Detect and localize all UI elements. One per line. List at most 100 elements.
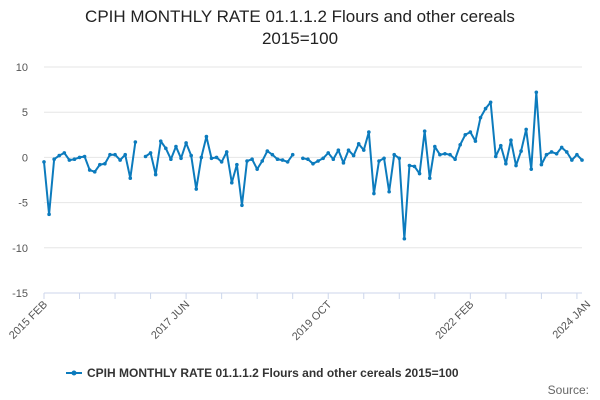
data-point[interactable]	[113, 152, 117, 157]
data-point[interactable]	[209, 156, 214, 161]
data-point[interactable]	[387, 189, 391, 194]
data-point[interactable]	[559, 145, 564, 150]
data-point[interactable]	[164, 146, 168, 151]
data-point[interactable]	[529, 167, 534, 171]
data-point[interactable]	[564, 150, 569, 154]
data-point[interactable]	[458, 142, 462, 147]
data-point[interactable]	[438, 152, 442, 157]
data-point[interactable]	[301, 156, 305, 161]
data-point[interactable]	[534, 90, 539, 95]
data-point[interactable]	[549, 150, 554, 154]
data-point[interactable]	[270, 152, 275, 157]
data-point[interactable]	[280, 158, 285, 162]
data-point[interactable]	[47, 212, 51, 217]
data-point[interactable]	[148, 151, 153, 155]
data-point[interactable]	[498, 143, 503, 148]
data-point[interactable]	[143, 154, 148, 159]
data-point[interactable]	[402, 236, 407, 241]
data-point[interactable]	[524, 127, 528, 132]
data-point[interactable]	[62, 151, 67, 155]
data-point[interactable]	[463, 133, 468, 137]
data-point[interactable]	[194, 187, 199, 191]
data-point[interactable]	[169, 157, 173, 162]
data-point[interactable]	[235, 162, 239, 167]
data-point[interactable]	[316, 159, 320, 163]
data-point[interactable]	[179, 156, 183, 161]
data-point[interactable]	[123, 152, 128, 157]
data-point[interactable]	[427, 176, 432, 180]
data-point[interactable]	[443, 151, 447, 156]
data-point[interactable]	[377, 159, 381, 163]
data-point[interactable]	[392, 152, 397, 157]
data-point[interactable]	[412, 164, 417, 169]
data-point[interactable]	[103, 161, 107, 166]
data-point[interactable]	[397, 156, 402, 161]
data-point[interactable]	[158, 139, 163, 143]
data-point[interactable]	[321, 156, 325, 161]
data-point[interactable]	[336, 148, 341, 152]
data-point[interactable]	[448, 152, 452, 157]
data-point[interactable]	[204, 134, 209, 139]
data-point[interactable]	[174, 144, 178, 149]
data-point[interactable]	[519, 149, 523, 153]
data-point[interactable]	[245, 159, 249, 163]
data-point[interactable]	[570, 158, 574, 162]
data-point[interactable]	[260, 159, 265, 163]
data-point[interactable]	[52, 157, 56, 162]
data-point[interactable]	[488, 100, 493, 105]
data-point[interactable]	[422, 129, 427, 133]
data-point[interactable]	[478, 115, 483, 120]
data-point[interactable]	[87, 168, 92, 172]
data-point[interactable]	[453, 157, 457, 162]
data-point[interactable]	[275, 157, 280, 162]
data-point[interactable]	[224, 150, 229, 154]
data-point[interactable]	[184, 141, 188, 145]
data-point[interactable]	[356, 142, 361, 146]
data-point[interactable]	[407, 163, 412, 168]
data-point[interactable]	[367, 130, 371, 134]
data-point[interactable]	[255, 167, 259, 171]
data-point[interactable]	[326, 151, 331, 155]
data-point[interactable]	[118, 158, 122, 162]
data-point[interactable]	[199, 155, 204, 160]
data-point[interactable]	[77, 155, 82, 160]
data-point[interactable]	[514, 163, 518, 168]
data-point[interactable]	[539, 162, 544, 167]
data-point[interactable]	[57, 153, 62, 158]
data-point[interactable]	[433, 144, 437, 149]
data-point[interactable]	[67, 158, 72, 162]
data-point[interactable]	[92, 170, 97, 174]
data-point[interactable]	[214, 155, 219, 160]
data-point[interactable]	[306, 157, 310, 162]
data-point[interactable]	[285, 160, 290, 164]
data-point[interactable]	[382, 156, 386, 161]
data-point[interactable]	[189, 153, 193, 158]
data-point[interactable]	[240, 203, 244, 208]
data-point[interactable]	[346, 148, 351, 152]
data-point[interactable]	[468, 130, 473, 134]
data-point[interactable]	[219, 160, 224, 164]
data-point[interactable]	[341, 161, 346, 165]
data-point[interactable]	[493, 154, 498, 159]
data-point[interactable]	[483, 106, 488, 111]
data-point[interactable]	[575, 152, 579, 157]
data-point[interactable]	[128, 176, 133, 180]
data-point[interactable]	[473, 139, 478, 143]
data-point[interactable]	[311, 161, 315, 166]
data-point[interactable]	[290, 152, 295, 157]
data-point[interactable]	[331, 157, 336, 162]
data-point[interactable]	[417, 171, 422, 176]
data-point[interactable]	[504, 161, 508, 166]
data-point[interactable]	[133, 140, 138, 144]
data-point[interactable]	[544, 152, 549, 157]
data-point[interactable]	[98, 162, 102, 167]
data-point[interactable]	[265, 149, 270, 153]
data-point[interactable]	[108, 152, 112, 157]
data-point[interactable]	[153, 172, 158, 177]
data-point[interactable]	[580, 158, 584, 162]
data-point[interactable]	[554, 151, 559, 156]
data-point[interactable]	[361, 148, 366, 152]
data-point[interactable]	[229, 180, 234, 185]
data-point[interactable]	[351, 153, 356, 158]
data-point[interactable]	[509, 138, 513, 143]
